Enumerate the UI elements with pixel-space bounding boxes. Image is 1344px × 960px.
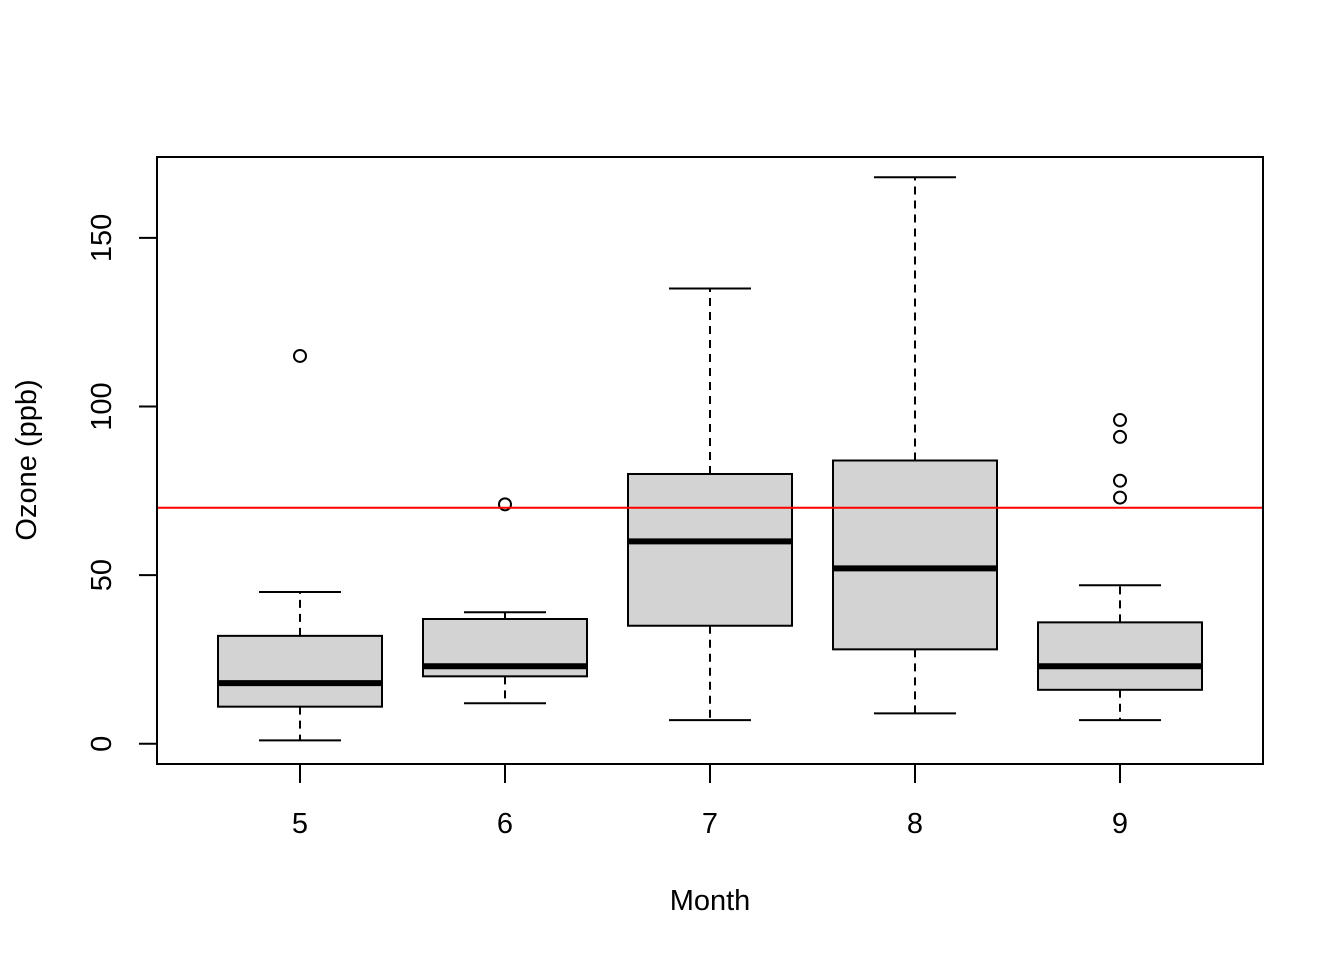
x-tick-label: 9 <box>1112 808 1128 840</box>
y-tick-label: 0 <box>86 736 118 752</box>
x-tick-label: 7 <box>702 808 718 840</box>
iqr-box <box>627 472 793 627</box>
boxes-layer <box>217 176 1203 742</box>
y-axis-title: Ozone (ppb) <box>11 379 43 540</box>
iqr-box <box>217 634 383 708</box>
y-axis: 0 50 100 150 <box>86 214 158 752</box>
box-month-8 <box>832 176 998 715</box>
x-tick-label: 8 <box>907 808 923 840</box>
x-axis-title: Month <box>670 885 751 917</box>
y-tick-label: 100 <box>86 382 118 430</box>
box-month-9 <box>1037 413 1203 722</box>
outlier-point <box>1113 429 1127 444</box>
iqr-box <box>1037 621 1203 691</box>
y-tick-label: 150 <box>86 214 118 262</box>
box-month-5 <box>217 348 383 742</box>
x-tick-label: 6 <box>497 808 513 840</box>
outlier-point <box>498 497 512 512</box>
y-tick-label: 50 <box>86 559 118 591</box>
outlier-point <box>1113 473 1127 488</box>
box-month-7 <box>627 287 793 722</box>
iqr-box <box>832 459 998 651</box>
x-tick-label: 5 <box>292 808 308 840</box>
outlier-point <box>1113 413 1127 428</box>
x-axis: 5 6 7 8 9 <box>292 763 1128 840</box>
outlier-point <box>293 348 307 363</box>
box-month-6 <box>422 497 588 705</box>
outlier-point <box>1113 490 1127 505</box>
